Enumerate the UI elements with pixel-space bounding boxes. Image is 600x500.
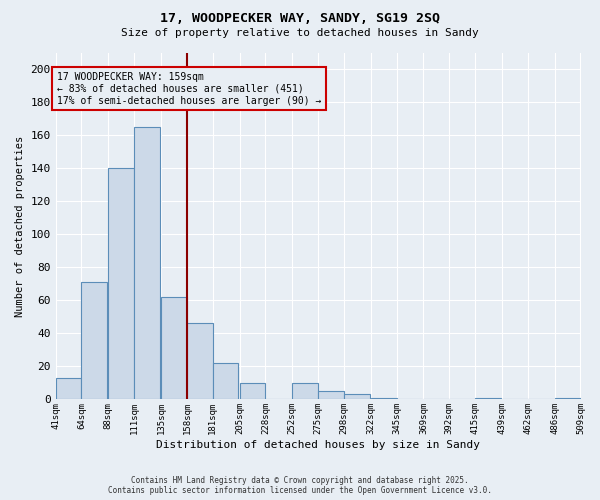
Bar — [344, 394, 370, 400]
Bar — [109, 168, 134, 400]
Bar — [292, 383, 318, 400]
Bar — [56, 378, 82, 400]
Bar — [239, 383, 265, 400]
Text: 17, WOODPECKER WAY, SANDY, SG19 2SQ: 17, WOODPECKER WAY, SANDY, SG19 2SQ — [160, 12, 440, 26]
Bar — [555, 398, 581, 400]
Bar — [318, 391, 344, 400]
Bar — [371, 398, 397, 400]
X-axis label: Distribution of detached houses by size in Sandy: Distribution of detached houses by size … — [156, 440, 480, 450]
Text: Size of property relative to detached houses in Sandy: Size of property relative to detached ho… — [121, 28, 479, 38]
Bar — [82, 282, 107, 400]
Bar — [134, 127, 160, 400]
Bar — [161, 297, 187, 400]
Bar — [475, 398, 501, 400]
Bar — [212, 363, 238, 400]
Text: Contains HM Land Registry data © Crown copyright and database right 2025.
Contai: Contains HM Land Registry data © Crown c… — [108, 476, 492, 495]
Y-axis label: Number of detached properties: Number of detached properties — [15, 136, 25, 316]
Bar — [187, 324, 212, 400]
Text: 17 WOODPECKER WAY: 159sqm
← 83% of detached houses are smaller (451)
17% of semi: 17 WOODPECKER WAY: 159sqm ← 83% of detac… — [57, 72, 321, 106]
